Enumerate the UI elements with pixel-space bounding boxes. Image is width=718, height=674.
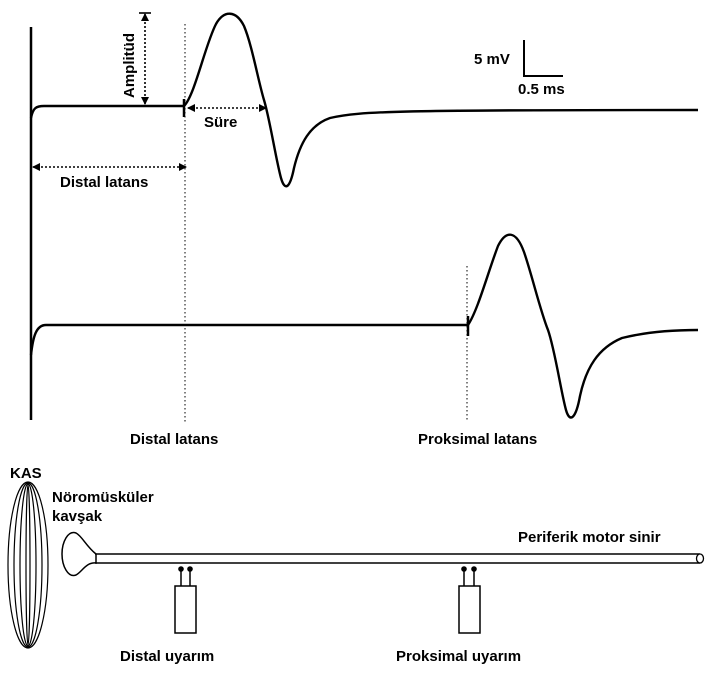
distal-latency-top-label: Distal latans xyxy=(60,174,148,191)
top-trace xyxy=(29,12,699,188)
muscle-fibers xyxy=(7,481,49,649)
duration-label: Süre xyxy=(204,114,237,131)
proximal-stimulator xyxy=(458,566,481,634)
distal-latency-caption: Distal latans xyxy=(130,431,218,448)
nerve-terminal xyxy=(61,531,97,577)
distal-stim-label: Distal uyarım xyxy=(120,648,214,665)
nmj-label-line1: Nöromüsküler xyxy=(52,489,154,506)
scale-bar-voltage: 5 mV xyxy=(474,51,510,68)
amplitude-label: Amplitüd xyxy=(121,33,138,98)
nerve-cut-end xyxy=(695,553,705,564)
proximal-stim-label: Proksimal uyarım xyxy=(396,648,521,665)
nerve-label: Periferik motor sinir xyxy=(518,529,661,546)
bottom-trace xyxy=(29,233,699,419)
proximal-latency-caption: Proksimal latans xyxy=(418,431,537,448)
muscle-label: KAS xyxy=(10,465,42,482)
scale-bar-time: 0.5 ms xyxy=(518,81,565,98)
nmj-label-line2: kavşak xyxy=(52,508,103,525)
distal-stimulator xyxy=(174,566,197,634)
